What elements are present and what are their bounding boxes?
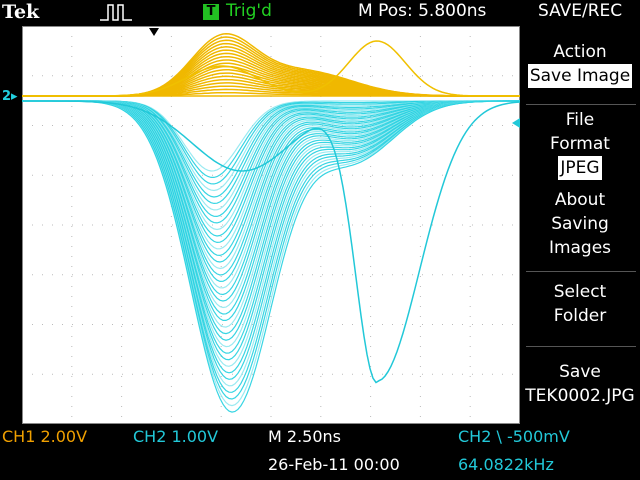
ch1-trace — [22, 40, 520, 97]
ch2-trace — [22, 100, 520, 276]
trigger-level-icon — [512, 118, 520, 128]
graticule-border — [22, 26, 520, 424]
ch2-trace — [22, 100, 520, 413]
ch2-scale: CH2 1.00V — [133, 427, 219, 446]
save-filename: TEK0002.JPG — [525, 386, 635, 406]
select-folder-button[interactable]: Select Folder — [520, 280, 640, 328]
action-value: Save Image — [527, 64, 633, 88]
ch2-trace — [22, 100, 520, 384]
about-label-2: Saving — [551, 214, 609, 234]
graticule — [22, 26, 520, 424]
about-label-1: About — [554, 190, 606, 210]
file-format-value: JPEG — [558, 156, 602, 180]
file-format-label: File — [565, 110, 595, 130]
select-folder-label-1: Select — [553, 282, 607, 302]
trigger-position-icon — [149, 28, 159, 36]
ch1-scale: CH1 2.00V — [2, 427, 88, 446]
trigger-level: CH2 \ -500mV — [458, 427, 570, 446]
channel-marker: 2▸ — [2, 89, 18, 104]
menu-divider — [526, 346, 636, 347]
pulse-icon — [100, 4, 132, 21]
file-format-button[interactable]: File Format JPEG — [520, 108, 640, 180]
trigger-status: Trig'd — [226, 1, 272, 21]
menu-divider — [526, 104, 636, 105]
menu-divider — [526, 271, 636, 272]
action-label: Action — [553, 42, 607, 62]
trigger-badge: T — [203, 4, 219, 20]
select-folder-label-2: Folder — [553, 306, 607, 326]
frequency-readout: 64.0822kHz — [458, 455, 554, 474]
side-menu: Action Save Image File Format JPEG About… — [520, 26, 640, 424]
top-status-bar: Tek T Trig'd M Pos: 5.800ns SAVE/REC — [0, 0, 640, 26]
bottom-status-bar: CH1 2.00V CH2 1.00V M 2.50ns CH2 \ -500m… — [0, 424, 640, 480]
save-button[interactable]: Save TEK0002.JPG — [520, 360, 640, 408]
about-label-3: Images — [548, 238, 612, 258]
brand-logo: Tek — [2, 1, 40, 23]
menu-title: SAVE/REC — [538, 1, 623, 21]
file-format-label-2: Format — [550, 134, 610, 154]
save-label: Save — [559, 362, 601, 382]
date-time: 26-Feb-11 00:00 — [268, 455, 400, 474]
action-button[interactable]: Action Save Image — [520, 40, 640, 88]
horizontal-position: M Pos: 5.800ns — [358, 1, 487, 21]
about-saving-images-button[interactable]: About Saving Images — [520, 188, 640, 260]
arrow-right-icon: ▸ — [11, 89, 18, 104]
timebase: M 2.50ns — [268, 427, 341, 446]
